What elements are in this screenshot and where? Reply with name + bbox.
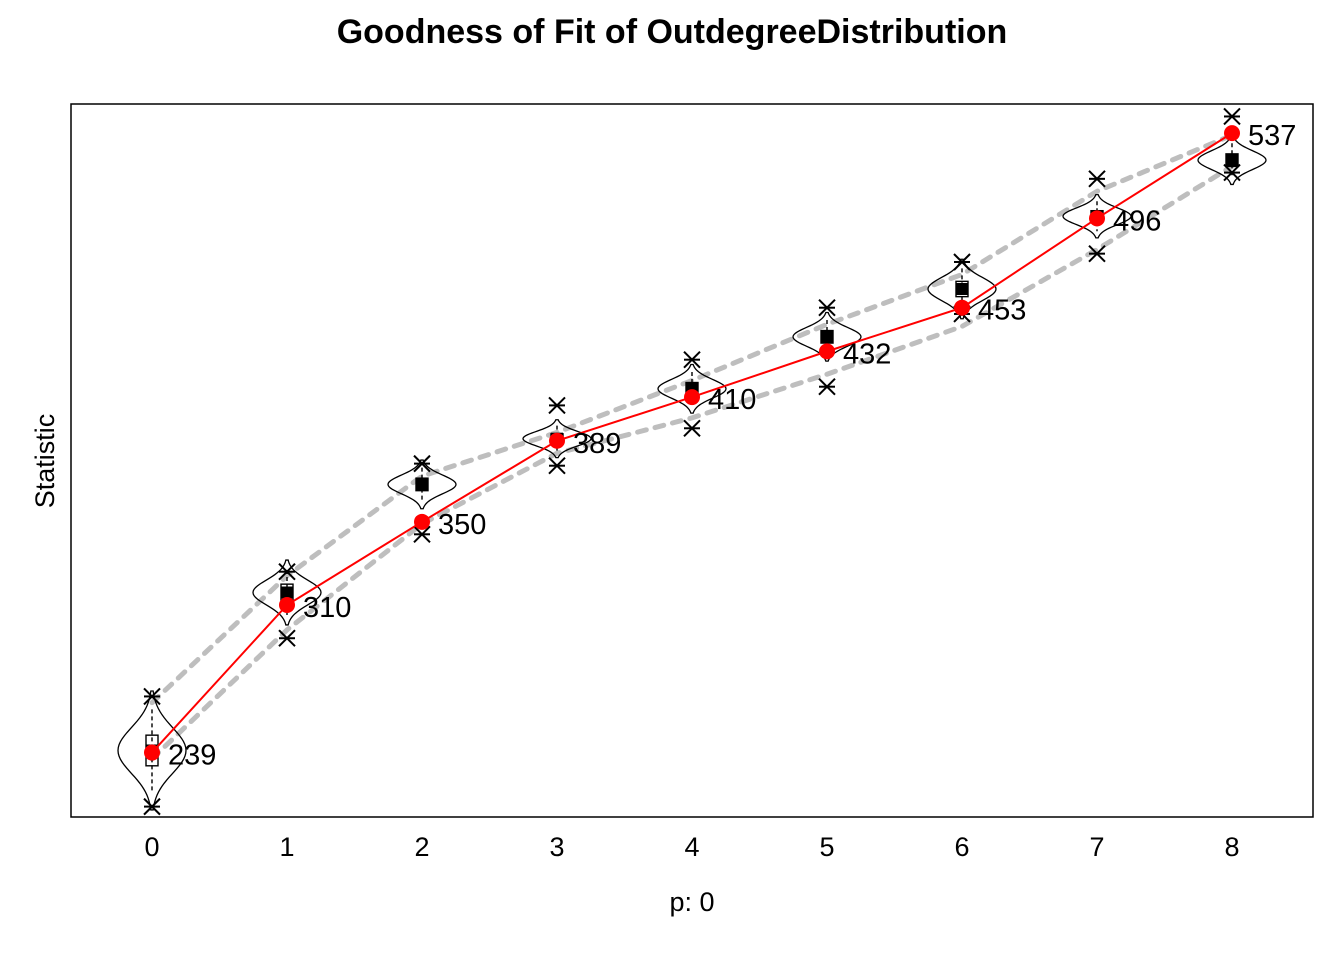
max-marker-7 xyxy=(1088,170,1106,188)
median-point-6 xyxy=(956,283,968,296)
x-tick-label-4: 4 xyxy=(684,832,699,862)
chart-title: Goodness of Fit of OutdegreeDistribution xyxy=(337,13,1008,51)
x-axis: 0 1 2 3 4 5 6 7 8 xyxy=(144,832,1239,862)
observed-point-3 xyxy=(549,432,565,449)
data-label-5: 432 xyxy=(843,338,891,370)
median-point-8 xyxy=(1226,154,1238,167)
data-label-1: 310 xyxy=(303,592,351,624)
violin-6 xyxy=(927,258,997,320)
min-marker-3 xyxy=(548,456,566,475)
median-point-2 xyxy=(416,478,428,491)
data-label-7: 496 xyxy=(1113,205,1161,237)
min-marker-2 xyxy=(413,525,431,544)
min-marker-0 xyxy=(143,797,161,816)
x-tick-label-1: 1 xyxy=(279,832,294,862)
observed-point-6 xyxy=(954,299,970,316)
max-marker-1 xyxy=(278,563,296,581)
median-point-1 xyxy=(281,586,293,599)
observed-line xyxy=(151,132,1233,754)
plot-frame xyxy=(70,103,1314,818)
y-axis-label: Statistic xyxy=(30,414,60,509)
max-marker-8 xyxy=(1223,107,1241,126)
violin-5 xyxy=(792,311,862,362)
x-tick-label-8: 8 xyxy=(1224,832,1239,862)
min-marker-1 xyxy=(278,629,296,647)
min-marker-4 xyxy=(683,419,701,437)
data-label-0: 239 xyxy=(168,740,216,772)
data-label-3: 389 xyxy=(573,428,621,460)
max-marker-4 xyxy=(683,350,701,369)
min-marker-5 xyxy=(818,377,836,396)
violin-1 xyxy=(252,559,322,626)
min-marker-8 xyxy=(1223,163,1241,182)
band-lower-line xyxy=(149,163,1235,762)
violin-0 xyxy=(117,690,187,811)
violin-8 xyxy=(1197,135,1267,186)
violin-2 xyxy=(387,459,457,510)
observed-point-8 xyxy=(1224,125,1240,142)
data-label-4: 410 xyxy=(708,384,756,416)
observed-point-0 xyxy=(144,744,160,761)
max-marker-5 xyxy=(818,299,836,317)
data-label-6: 453 xyxy=(978,295,1026,327)
observed-point-2 xyxy=(414,513,430,530)
max-marker-3 xyxy=(548,396,566,415)
violin-4 xyxy=(657,363,727,414)
data-label-8: 537 xyxy=(1248,120,1296,152)
x-axis-label: p: 0 xyxy=(669,887,714,917)
observed-point-7 xyxy=(1089,210,1105,227)
violin-7 xyxy=(1062,193,1132,239)
max-marker-6 xyxy=(953,253,971,271)
observed-point-1 xyxy=(279,596,295,613)
x-tick-label-2: 2 xyxy=(414,832,429,862)
median-point-5 xyxy=(821,330,833,343)
data-label-2: 350 xyxy=(438,509,486,541)
x-tick-label-0: 0 xyxy=(144,832,159,862)
observed-series: 239 310 350 389 410 432 453 496 537 xyxy=(144,120,1296,772)
max-marker-2 xyxy=(413,454,431,473)
min-marker-7 xyxy=(1088,244,1106,263)
x-tick-label-6: 6 xyxy=(954,832,969,862)
x-tick-label-5: 5 xyxy=(819,832,834,862)
simulated-band xyxy=(149,132,1235,762)
x-tick-label-7: 7 xyxy=(1089,832,1104,862)
x-tick-label-3: 3 xyxy=(549,832,564,862)
max-marker-0 xyxy=(143,687,161,706)
observed-point-5 xyxy=(819,343,835,360)
observed-point-4 xyxy=(684,389,700,406)
